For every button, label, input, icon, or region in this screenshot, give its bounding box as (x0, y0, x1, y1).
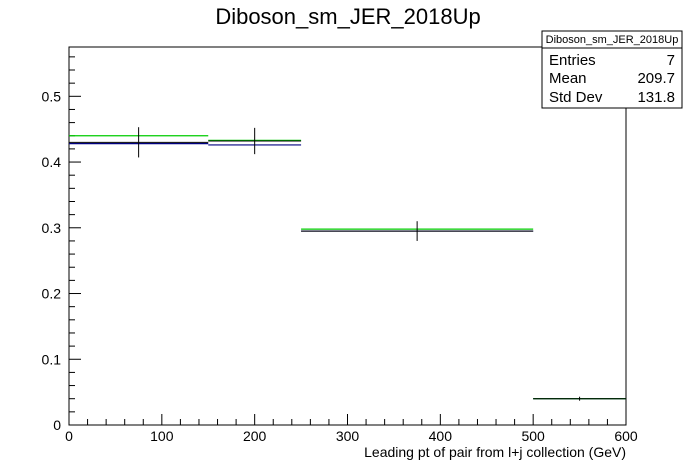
stats-box-title: Diboson_sm_JER_2018Up (546, 34, 679, 46)
x-tick-label: 0 (65, 428, 73, 444)
x-axis-title: Leading pt of pair from l+j collection (… (364, 444, 626, 460)
y-tick-label: 0.4 (42, 154, 62, 170)
stats-entries-value: 7 (667, 52, 675, 69)
stats-entries-label: Entries (549, 52, 596, 69)
x-tick-label: 200 (243, 428, 267, 444)
series-layer (69, 127, 626, 401)
stats-mean-label: Mean (549, 70, 587, 87)
axis-ticks: 0 100 200 300 400 500 600 0 0.1 0.2 0.3 0.4 0.5 (42, 56, 638, 444)
x-tick-label: 600 (614, 428, 638, 444)
y-tick-label: 0.2 (42, 286, 62, 302)
x-tick-label: 400 (429, 428, 453, 444)
stats-box-frame (541, 30, 683, 109)
y-tick-label: 0.3 (42, 220, 62, 236)
y-tick-label: 0.1 (42, 351, 62, 367)
x-tick-label: 300 (336, 428, 360, 444)
stats-stddev-label: Std Dev (549, 89, 603, 106)
y-tick-label: 0.5 (42, 88, 62, 104)
stats-stddev-value: 131.8 (637, 89, 675, 106)
stats-mean-value: 209.7 (637, 70, 675, 87)
y-tick-label: 0 (53, 417, 61, 433)
stats-box: Diboson_sm_JER_2018Up Entries 7 Mean 209… (541, 30, 683, 109)
x-tick-label: 500 (521, 428, 545, 444)
chart-title: Diboson_sm_JER_2018Up (215, 4, 480, 29)
x-tick-label: 100 (150, 428, 174, 444)
